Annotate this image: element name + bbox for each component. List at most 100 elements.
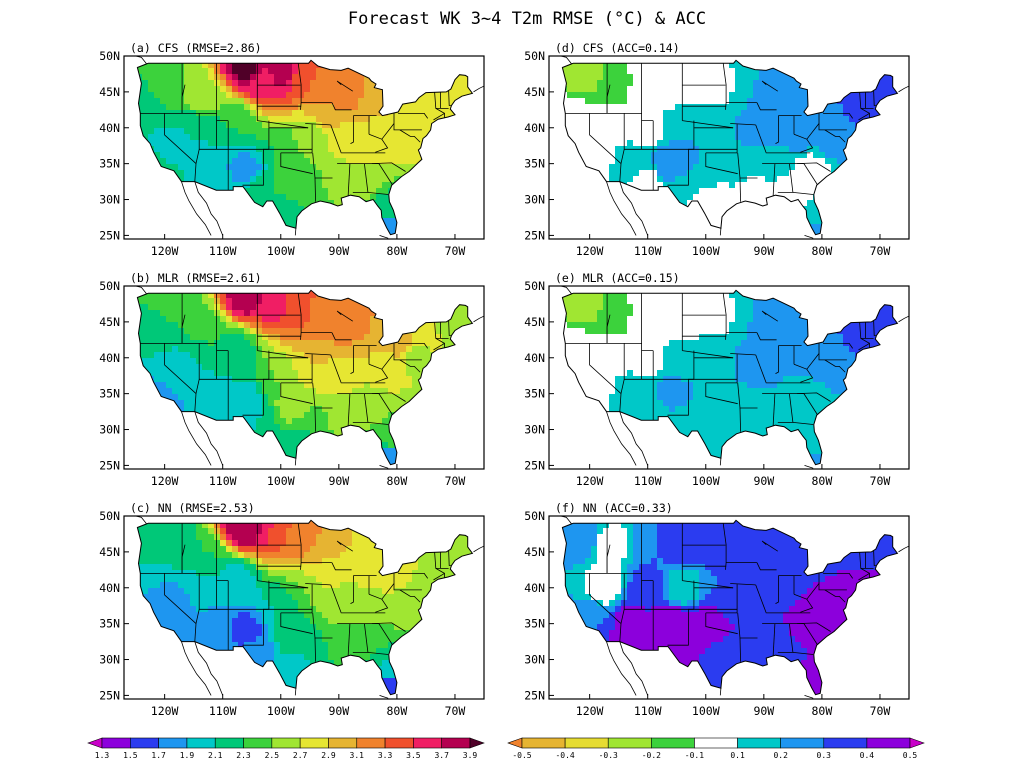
colorbar-tick-label: 2.5 (265, 751, 280, 760)
lon-tick-label: 70W (445, 244, 466, 258)
lat-tick-label: 30N (99, 423, 120, 437)
colorbar-tick-label: 3.9 (463, 751, 478, 760)
lon-tick-label: 70W (445, 704, 466, 718)
colorbar-tick-label: -0.3 (599, 751, 618, 760)
colorbar-min-arrow (87, 737, 103, 749)
map-frame (123, 55, 485, 240)
map-panel-b: (b) MLR (RMSE=2.61) 50N 45N 40N 35N 30N 25N 120… (99, 271, 485, 488)
lat-tick-label: 25N (99, 228, 120, 242)
colorbar-bin (158, 737, 188, 749)
colorbar-tick-label: -0.2 (642, 751, 661, 760)
lon-tick-label: 90W (753, 244, 774, 258)
colorbar-tick-label: -0.4 (555, 751, 574, 760)
state-borders (135, 56, 484, 239)
lon-tick-label: 90W (328, 704, 349, 718)
lat-tick-label: 35N (99, 157, 120, 171)
colorbar-tick-label: -0.5 (512, 751, 531, 760)
colorbar-tick-label: 3.5 (406, 751, 421, 760)
map-panel-e: (e) MLR (ACC=0.15) 50N 45N 40N 35N 30N 25N 120W… (524, 271, 910, 488)
colorbar-bin (780, 737, 825, 749)
colorbar-tick-label: 0.3 (817, 751, 832, 760)
lat-tick-label: 25N (524, 688, 545, 702)
lat-tick-label: 50N (524, 49, 545, 63)
country-outline (561, 289, 899, 466)
map-frame (548, 55, 910, 240)
colorbar-tick-label: -0.1 (685, 751, 704, 760)
lon-tick-label: 120W (576, 244, 604, 258)
colorbar-bin (271, 737, 301, 749)
state-borders (135, 286, 484, 469)
lon-tick-label: 100W (267, 244, 295, 258)
colorbar-tick-label: 3.1 (350, 751, 365, 760)
lon-tick-label: 80W (812, 244, 833, 258)
lat-tick-label: 30N (99, 653, 120, 667)
lon-tick-label: 90W (328, 474, 349, 488)
lat-tick-label: 50N (524, 509, 545, 523)
colorbar-tick-label: 2.3 (236, 751, 251, 760)
panel-label: (f) NN (ACC=0.33) (555, 501, 673, 515)
lon-tick-label: 80W (812, 704, 833, 718)
lat-tick-label: 45N (99, 545, 120, 559)
colorbar-bin (521, 737, 566, 749)
colorbar-tick-label: 0.2 (773, 751, 788, 760)
country-outline (136, 289, 474, 466)
colorbar-bin (441, 737, 471, 749)
lat-tick-label: 45N (99, 85, 120, 99)
lon-tick-label: 80W (812, 474, 833, 488)
colorbar-bin (186, 737, 216, 749)
colorbar-bin (130, 737, 159, 749)
lon-tick-label: 70W (870, 704, 891, 718)
lat-tick-label: 35N (524, 617, 545, 631)
colorbar-bin (214, 737, 244, 749)
colorbar-bin (694, 737, 738, 749)
country-outline (561, 519, 899, 696)
map-panel-f: (f) NN (ACC=0.33) 50N 45N 40N 35N 30N 25N 120W 1… (524, 501, 910, 718)
colorbar-bin (651, 737, 695, 749)
colorbar-tick-label: 2.1 (208, 751, 223, 760)
state-borders (135, 516, 484, 699)
lat-tick-label: 40N (524, 121, 545, 135)
lon-tick-label: 70W (870, 244, 891, 258)
colorbar-bin (356, 737, 386, 749)
lon-tick-label: 110W (209, 474, 237, 488)
colorbar-tick-label: 1.9 (180, 751, 195, 760)
lon-tick-label: 120W (576, 474, 604, 488)
lon-tick-label: 80W (387, 474, 408, 488)
lon-tick-label: 110W (634, 704, 662, 718)
panel-label: (d) CFS (ACC=0.14) (555, 41, 680, 55)
colorbar-bin (866, 737, 911, 749)
lon-tick-label: 120W (576, 704, 604, 718)
colorbar-bin (328, 737, 358, 749)
lat-tick-label: 35N (524, 157, 545, 171)
lat-tick-label: 25N (524, 228, 545, 242)
lon-tick-label: 100W (692, 704, 720, 718)
lat-tick-label: 45N (99, 315, 120, 329)
country-outline (136, 519, 474, 696)
lon-tick-label: 110W (634, 244, 662, 258)
colorbar-tick-label: 3.7 (434, 751, 449, 760)
map-frame (548, 515, 910, 700)
lat-tick-label: 45N (524, 545, 545, 559)
colorbar-min-arrow (507, 737, 523, 749)
panel-label: (c) NN (RMSE=2.53) (130, 501, 255, 515)
panel-label: (b) MLR (RMSE=2.61) (130, 271, 262, 285)
acc-colorbar: -0.5 -0.4 -0.3 -0.2 -0.1 0.1 0.2 0.3 0.4 0.5 (507, 737, 925, 760)
lat-tick-label: 30N (524, 653, 545, 667)
lon-tick-label: 70W (870, 474, 891, 488)
lon-tick-label: 100W (267, 704, 295, 718)
colorbar-max-arrow (469, 737, 485, 749)
lon-tick-label: 110W (634, 474, 662, 488)
lat-tick-label: 40N (524, 581, 545, 595)
lat-tick-label: 30N (524, 423, 545, 437)
state-borders (560, 56, 909, 239)
lon-tick-label: 110W (209, 244, 237, 258)
colorbar-tick-label: 1.3 (95, 751, 110, 760)
colorbar-tick-label: 3.3 (378, 751, 393, 760)
map-frame (548, 285, 910, 470)
panel-label: (a) CFS (RMSE=2.86) (130, 41, 262, 55)
lon-tick-label: 80W (387, 244, 408, 258)
colorbar-tick-label: 1.7 (151, 751, 166, 760)
lat-tick-label: 35N (99, 617, 120, 631)
lon-tick-label: 70W (445, 474, 466, 488)
colorbar-tick-label: 0.5 (903, 751, 918, 760)
